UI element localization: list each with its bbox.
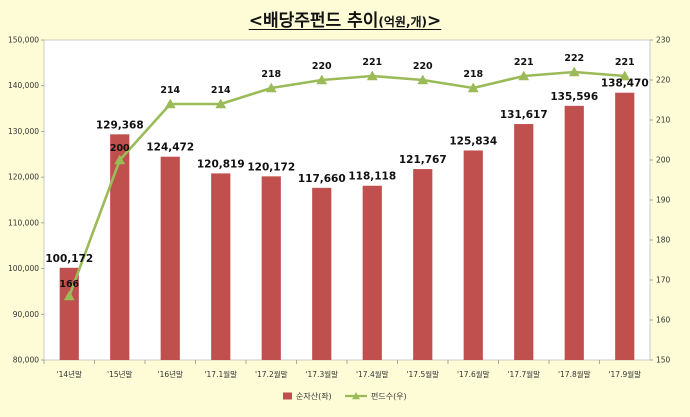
- point-fund-count: [316, 74, 328, 85]
- line-data-label: 214: [211, 85, 231, 96]
- bar-data-label: 138,470: [601, 78, 649, 90]
- legend-line-label: 펀드수(우): [371, 392, 407, 401]
- point-fund-count: [215, 98, 227, 109]
- left-axis-tick-label: 120,000: [8, 173, 39, 182]
- right-axis-tick-label: 210: [656, 116, 671, 125]
- right-axis-tick-label: 160: [656, 316, 671, 325]
- bar-net-assets: [261, 176, 281, 360]
- left-axis-tick-label: 150,000: [8, 36, 39, 45]
- x-axis-category-label: '17.3월말: [305, 369, 338, 379]
- left-axis-tick-label: 90,000: [13, 310, 39, 319]
- line-data-label: 214: [160, 85, 180, 96]
- x-axis-category-label: '17.8월말: [558, 369, 591, 379]
- point-fund-count: [114, 154, 126, 165]
- chart-title-unit: (억원,개): [378, 15, 428, 29]
- x-axis-category-label: '17.1월말: [204, 369, 237, 379]
- bar-data-label: 120,819: [197, 158, 245, 170]
- point-fund-count: [568, 66, 580, 77]
- legend-line-marker: [352, 392, 360, 400]
- x-axis-category-label: '17.4월말: [356, 369, 389, 379]
- left-axis-tick-label: 80,000: [13, 356, 39, 365]
- bar-net-assets: [160, 156, 180, 360]
- bar-data-label: 100,172: [45, 253, 93, 265]
- point-fund-count: [518, 70, 530, 81]
- x-axis-category-label: '14년말: [57, 369, 83, 379]
- point-fund-count: [164, 98, 176, 109]
- bar-net-assets: [59, 267, 79, 360]
- x-axis-category-label: '17.6월말: [457, 369, 490, 379]
- point-fund-count: [417, 74, 429, 85]
- bar-data-label: 117,660: [298, 173, 346, 185]
- x-axis-category-label: '15년말: [107, 369, 133, 379]
- line-data-label: 218: [463, 69, 483, 80]
- bar-data-label: 121,767: [399, 154, 447, 166]
- plot-area: [43, 39, 651, 361]
- chart-title-close: >: [427, 11, 442, 31]
- bar-net-assets: [312, 187, 332, 360]
- chart-title-main: <배당주펀드 추이: [248, 11, 379, 31]
- bar-net-assets: [615, 92, 635, 361]
- right-axis-tick-label: 200: [656, 156, 671, 165]
- x-axis-category-label: '17.5월말: [406, 369, 439, 379]
- bar-net-assets: [110, 134, 130, 360]
- bar-net-assets: [564, 105, 584, 360]
- legend-bar-label: 순자산(좌): [296, 391, 332, 401]
- bar-data-label: 124,472: [146, 142, 194, 154]
- line-data-label: 220: [312, 61, 332, 72]
- left-axis-tick-label: 130,000: [8, 127, 39, 136]
- bar-net-assets: [463, 150, 483, 360]
- bar-net-assets: [413, 169, 433, 360]
- point-fund-count: [366, 70, 378, 81]
- bar-net-assets: [211, 173, 231, 360]
- right-axis-tick-label: 190: [656, 196, 671, 205]
- point-fund-count: [467, 82, 479, 93]
- line-data-label: 221: [514, 57, 534, 68]
- point-fund-count: [619, 70, 631, 81]
- left-axis-tick-label: 140,000: [8, 81, 39, 90]
- bar-net-assets: [514, 124, 534, 361]
- line-data-label: 218: [261, 69, 281, 80]
- bar-data-label: 125,834: [449, 135, 497, 147]
- x-axis-category-label: '17.2월말: [255, 369, 288, 379]
- right-axis-tick-label: 180: [656, 236, 671, 245]
- line-data-label: 166: [59, 279, 79, 290]
- line-data-label: 221: [615, 57, 635, 68]
- left-axis-tick-label: 100,000: [8, 264, 39, 273]
- right-axis-tick-label: 230: [656, 36, 671, 45]
- right-axis-tick-label: 150: [656, 356, 671, 365]
- x-axis-category-label: '16년말: [158, 369, 184, 379]
- bar-net-assets: [362, 185, 382, 360]
- bar-data-label: 120,172: [247, 161, 295, 173]
- right-axis-tick-label: 220: [656, 76, 671, 85]
- left-axis-tick-label: 110,000: [8, 218, 39, 227]
- bar-data-label: 129,368: [96, 119, 144, 131]
- right-axis-tick-label: 170: [656, 276, 671, 285]
- line-data-label: 222: [564, 53, 584, 64]
- line-data-label: 220: [413, 61, 433, 72]
- point-fund-count: [63, 290, 75, 301]
- bar-data-label: 135,596: [550, 91, 598, 103]
- x-axis-category-label: '17.7월말: [507, 369, 540, 379]
- chart-title: <배당주펀드 추이(억원,개)>: [0, 6, 690, 31]
- line-data-label: 221: [362, 57, 382, 68]
- line-data-label: 200: [110, 143, 130, 154]
- bar-data-label: 118,118: [348, 171, 396, 183]
- line-fund-count: [68, 70, 625, 297]
- point-fund-count: [265, 82, 277, 93]
- bar-data-label: 131,617: [500, 109, 548, 121]
- x-axis-category-label: '17.9월말: [608, 369, 641, 379]
- legend-bar-swatch: [283, 392, 292, 400]
- chart-title-text: <배당주펀드 추이(억원,개)>: [249, 6, 442, 31]
